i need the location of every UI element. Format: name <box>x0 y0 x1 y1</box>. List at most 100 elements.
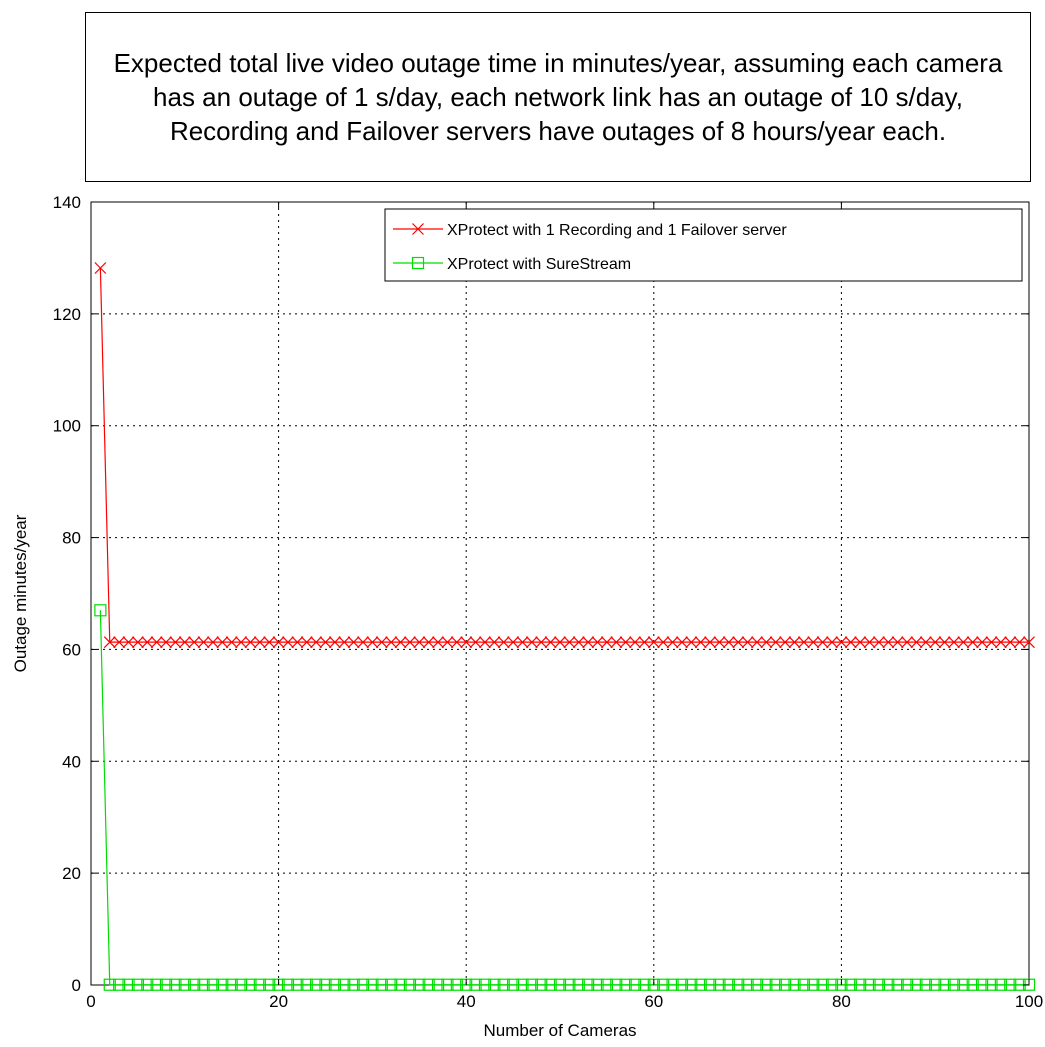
data-point <box>816 636 829 649</box>
data-point <box>150 636 163 649</box>
data-point <box>159 978 173 991</box>
data-point <box>544 978 557 991</box>
data-point <box>891 978 904 991</box>
series-layer <box>94 262 1036 991</box>
data-point <box>657 636 670 649</box>
data-point <box>910 636 923 649</box>
data-point <box>854 978 867 991</box>
data-point <box>319 978 332 991</box>
data-point <box>741 636 754 649</box>
data-point <box>863 978 876 991</box>
data-point <box>835 636 848 649</box>
data-point <box>919 636 932 649</box>
data-point <box>901 636 913 649</box>
data-point <box>713 978 726 991</box>
data-point <box>413 636 426 649</box>
data-point <box>694 636 707 649</box>
data-point <box>207 636 219 649</box>
data-point <box>497 978 510 991</box>
data-point <box>582 636 595 649</box>
data-point <box>788 636 801 649</box>
data-point <box>1004 978 1017 991</box>
data-point <box>366 636 379 649</box>
x-tick-label: 40 <box>457 992 476 1011</box>
data-point <box>891 636 904 649</box>
data-point <box>975 978 989 991</box>
data-point <box>1004 636 1017 649</box>
data-point <box>197 978 210 991</box>
data-point <box>291 636 304 649</box>
x-tick-label: 60 <box>644 992 663 1011</box>
data-point <box>703 978 717 991</box>
x-tick-label: 20 <box>269 992 288 1011</box>
data-point <box>591 978 604 991</box>
data-point <box>516 636 529 649</box>
data-point <box>469 978 482 991</box>
data-point <box>666 636 679 649</box>
data-point <box>432 636 444 649</box>
data-point <box>394 978 407 991</box>
data-point <box>769 636 782 649</box>
y-axis-label: Outage minutes/year <box>11 514 30 672</box>
y-axis: 0 20 40 60 80 100 120 140 <box>53 193 1029 995</box>
data-point <box>685 978 698 991</box>
data-point <box>797 636 810 649</box>
x-tick-label: 0 <box>86 992 95 1011</box>
data-point <box>282 636 294 649</box>
data-point <box>366 978 379 991</box>
data-point <box>338 978 351 991</box>
data-point <box>563 978 576 991</box>
y-tick-label: 60 <box>62 640 81 659</box>
y-tick-label: 140 <box>53 193 81 212</box>
data-point <box>600 978 614 991</box>
data-point <box>385 636 398 649</box>
y-tick-label: 40 <box>62 752 81 771</box>
data-point <box>113 636 126 649</box>
data-point <box>750 978 764 991</box>
data-point <box>235 636 248 649</box>
data-point <box>582 978 595 991</box>
data-point <box>225 636 238 649</box>
data-point <box>779 636 792 649</box>
data-point <box>741 978 754 991</box>
data-point <box>647 636 660 649</box>
data-point <box>525 978 538 991</box>
data-point <box>328 636 341 649</box>
data-point <box>610 978 623 991</box>
data-point <box>113 978 126 991</box>
data-point <box>478 978 492 991</box>
data-point <box>591 636 604 649</box>
data-point <box>1013 636 1026 649</box>
data-point <box>300 978 313 991</box>
data-point <box>760 978 773 991</box>
series-line <box>99 267 1029 643</box>
data-point <box>253 978 266 991</box>
data-point <box>263 636 276 649</box>
data-point <box>966 978 979 991</box>
data-point <box>103 978 116 991</box>
data-point <box>713 636 726 649</box>
data-point <box>291 978 304 991</box>
data-point <box>122 978 135 991</box>
data-point <box>263 978 276 991</box>
data-point <box>985 978 998 991</box>
series-1 <box>94 262 1035 649</box>
data-point <box>131 978 144 991</box>
data-point <box>854 636 867 649</box>
data-point <box>929 636 942 649</box>
data-point <box>788 978 801 991</box>
y-tick-label: 120 <box>53 305 81 324</box>
data-point <box>94 604 107 617</box>
data-point <box>572 978 585 991</box>
data-point <box>994 636 1007 649</box>
data-point <box>938 978 951 991</box>
data-point <box>704 636 717 649</box>
data-point <box>310 978 323 991</box>
data-point <box>507 636 520 649</box>
data-point <box>216 978 229 991</box>
data-point <box>675 978 689 991</box>
y-tick-label: 0 <box>72 976 81 995</box>
data-point <box>929 978 942 991</box>
data-point <box>544 636 557 649</box>
data-point <box>732 978 745 991</box>
